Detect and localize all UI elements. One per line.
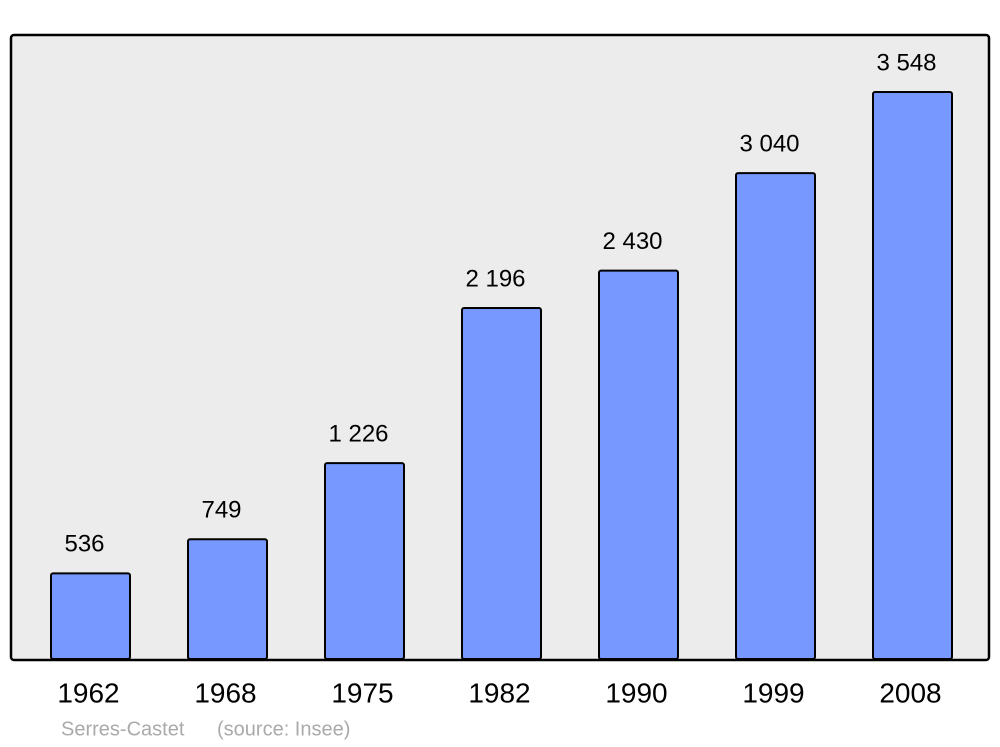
- value-label: 2 430: [602, 228, 662, 255]
- bar: [50, 572, 131, 660]
- bar: [324, 462, 405, 661]
- value-label: 1 226: [328, 420, 388, 447]
- value-label: 536: [64, 531, 104, 558]
- bar: [598, 269, 679, 660]
- x-tick-label: 2008: [879, 677, 941, 708]
- x-tick-label: 1962: [57, 677, 119, 708]
- x-tick-label: 1999: [742, 677, 804, 708]
- value-label: 2 196: [465, 265, 525, 292]
- value-label: 3 040: [739, 131, 799, 158]
- x-tick-label: 1975: [331, 677, 393, 708]
- bar: [187, 538, 268, 660]
- caption: Serres-Castet: [61, 718, 185, 740]
- x-tick-label: 1990: [605, 677, 667, 708]
- value-label: 3 548: [876, 49, 936, 76]
- source: (source: Insee): [217, 718, 350, 740]
- bar: [872, 91, 953, 660]
- x-tick-label: 1982: [468, 677, 530, 708]
- bar: [735, 172, 816, 660]
- bar: [461, 307, 542, 660]
- x-tick-label: 1968: [194, 677, 256, 708]
- value-label: 749: [201, 497, 241, 524]
